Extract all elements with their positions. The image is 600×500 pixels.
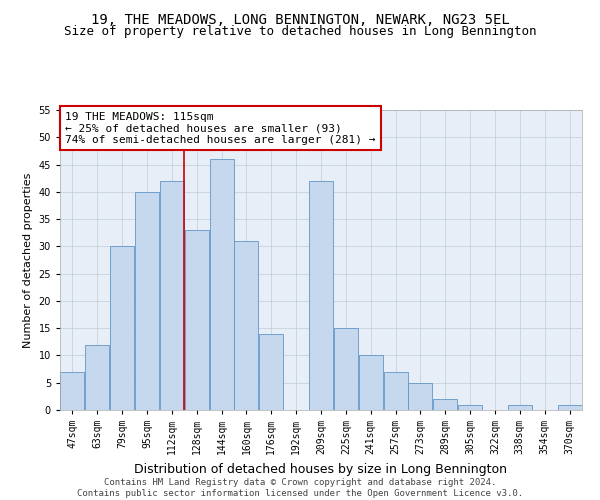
Bar [235,241,259,410]
Bar [433,399,457,410]
Bar [61,372,85,410]
Bar [209,159,233,410]
Bar [185,230,209,410]
Y-axis label: Number of detached properties: Number of detached properties [23,172,33,348]
Text: Size of property relative to detached houses in Long Bennington: Size of property relative to detached ho… [64,25,536,38]
X-axis label: Distribution of detached houses by size in Long Bennington: Distribution of detached houses by size … [134,462,508,475]
Bar [409,382,433,410]
Bar [359,356,383,410]
Bar [508,404,532,410]
Bar [110,246,134,410]
Bar [334,328,358,410]
Bar [160,181,184,410]
Text: 19 THE MEADOWS: 115sqm
← 25% of detached houses are smaller (93)
74% of semi-det: 19 THE MEADOWS: 115sqm ← 25% of detached… [65,112,376,144]
Text: Contains HM Land Registry data © Crown copyright and database right 2024.
Contai: Contains HM Land Registry data © Crown c… [77,478,523,498]
Bar [458,404,482,410]
Bar [135,192,159,410]
Bar [309,181,333,410]
Bar [85,344,109,410]
Bar [259,334,283,410]
Bar [557,404,581,410]
Bar [383,372,407,410]
Text: 19, THE MEADOWS, LONG BENNINGTON, NEWARK, NG23 5EL: 19, THE MEADOWS, LONG BENNINGTON, NEWARK… [91,12,509,26]
